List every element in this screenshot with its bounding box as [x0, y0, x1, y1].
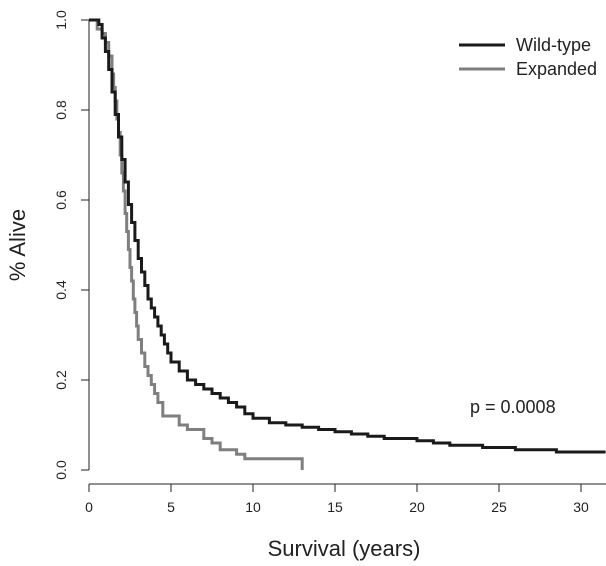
p-value-annotation: p = 0.0008: [470, 397, 556, 417]
x-tick-label: 20: [409, 499, 425, 515]
x-tick-label: 5: [167, 499, 175, 515]
x-ticks: 0 5 10 15 20 25 30: [85, 484, 589, 515]
x-tick-label: 30: [573, 499, 589, 515]
axes: [88, 20, 606, 485]
x-tick-label: 15: [327, 499, 343, 515]
y-tick-label: 1.0: [53, 10, 69, 30]
legend-label-expanded: Expanded: [516, 59, 597, 79]
series-line-wild-type: [89, 18, 606, 454]
y-tick-label: 0.6: [53, 190, 69, 210]
x-axis-title: Survival (years): [268, 536, 421, 561]
legend: Wild-type Expanded: [459, 35, 597, 79]
y-ticks: 0.0 0.2 0.4 0.6 0.8 1.0: [53, 10, 89, 480]
y-tick-label: 0.4: [53, 280, 69, 300]
y-tick-label: 0.0: [53, 460, 69, 480]
x-tick-label: 0: [85, 499, 93, 515]
y-tick-label: 0.2: [53, 370, 69, 390]
x-tick-label: 10: [245, 499, 261, 515]
legend-label-wild-type: Wild-type: [516, 35, 591, 55]
y-axis-title: % Alive: [5, 209, 30, 281]
x-tick-label: 25: [491, 499, 507, 515]
series-layer: [89, 18, 606, 470]
series-line-expanded: [89, 18, 304, 470]
y-tick-label: 0.8: [53, 100, 69, 120]
